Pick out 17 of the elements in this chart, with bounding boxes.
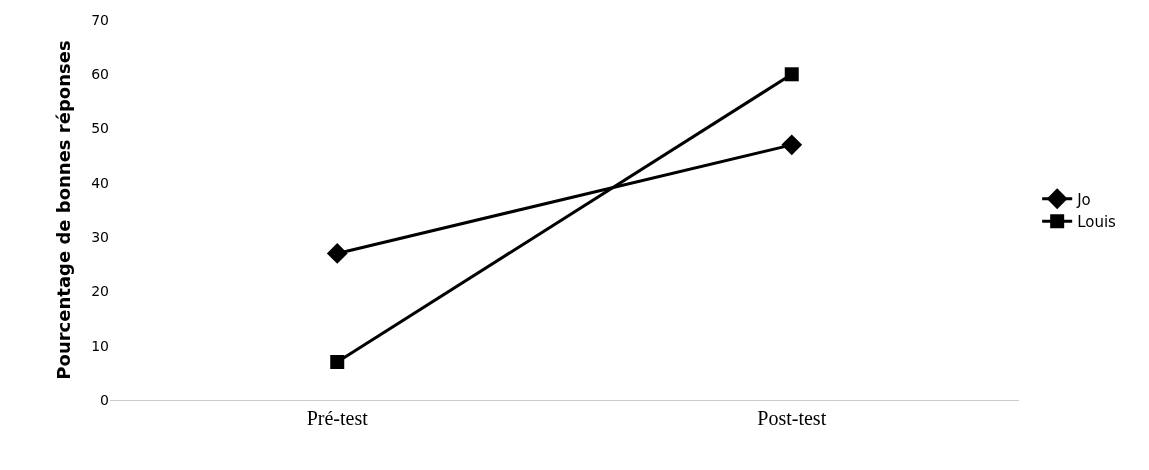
point [326, 243, 348, 264]
y-axis-title: Pourcentage de bonnes réponses [53, 40, 75, 380]
y-tick-label: 50 [91, 120, 109, 137]
x-tick-label: Pré-test [306, 407, 369, 429]
point [781, 134, 803, 156]
y-tick-label: 10 [91, 337, 109, 354]
y-tick-label: 20 [91, 283, 109, 300]
y-tick-label: 0 [100, 391, 109, 408]
legend-label: Louis [1077, 213, 1117, 232]
y-tick-label: 40 [91, 174, 109, 191]
y-tick-label: 70 [91, 11, 109, 28]
point [330, 355, 345, 369]
point [784, 67, 799, 82]
y-tick-label: 30 [91, 229, 109, 246]
y-tick-label: 60 [91, 66, 109, 83]
x-tick-label: Post-test [757, 407, 827, 429]
legend-label: Jo [1076, 190, 1091, 209]
